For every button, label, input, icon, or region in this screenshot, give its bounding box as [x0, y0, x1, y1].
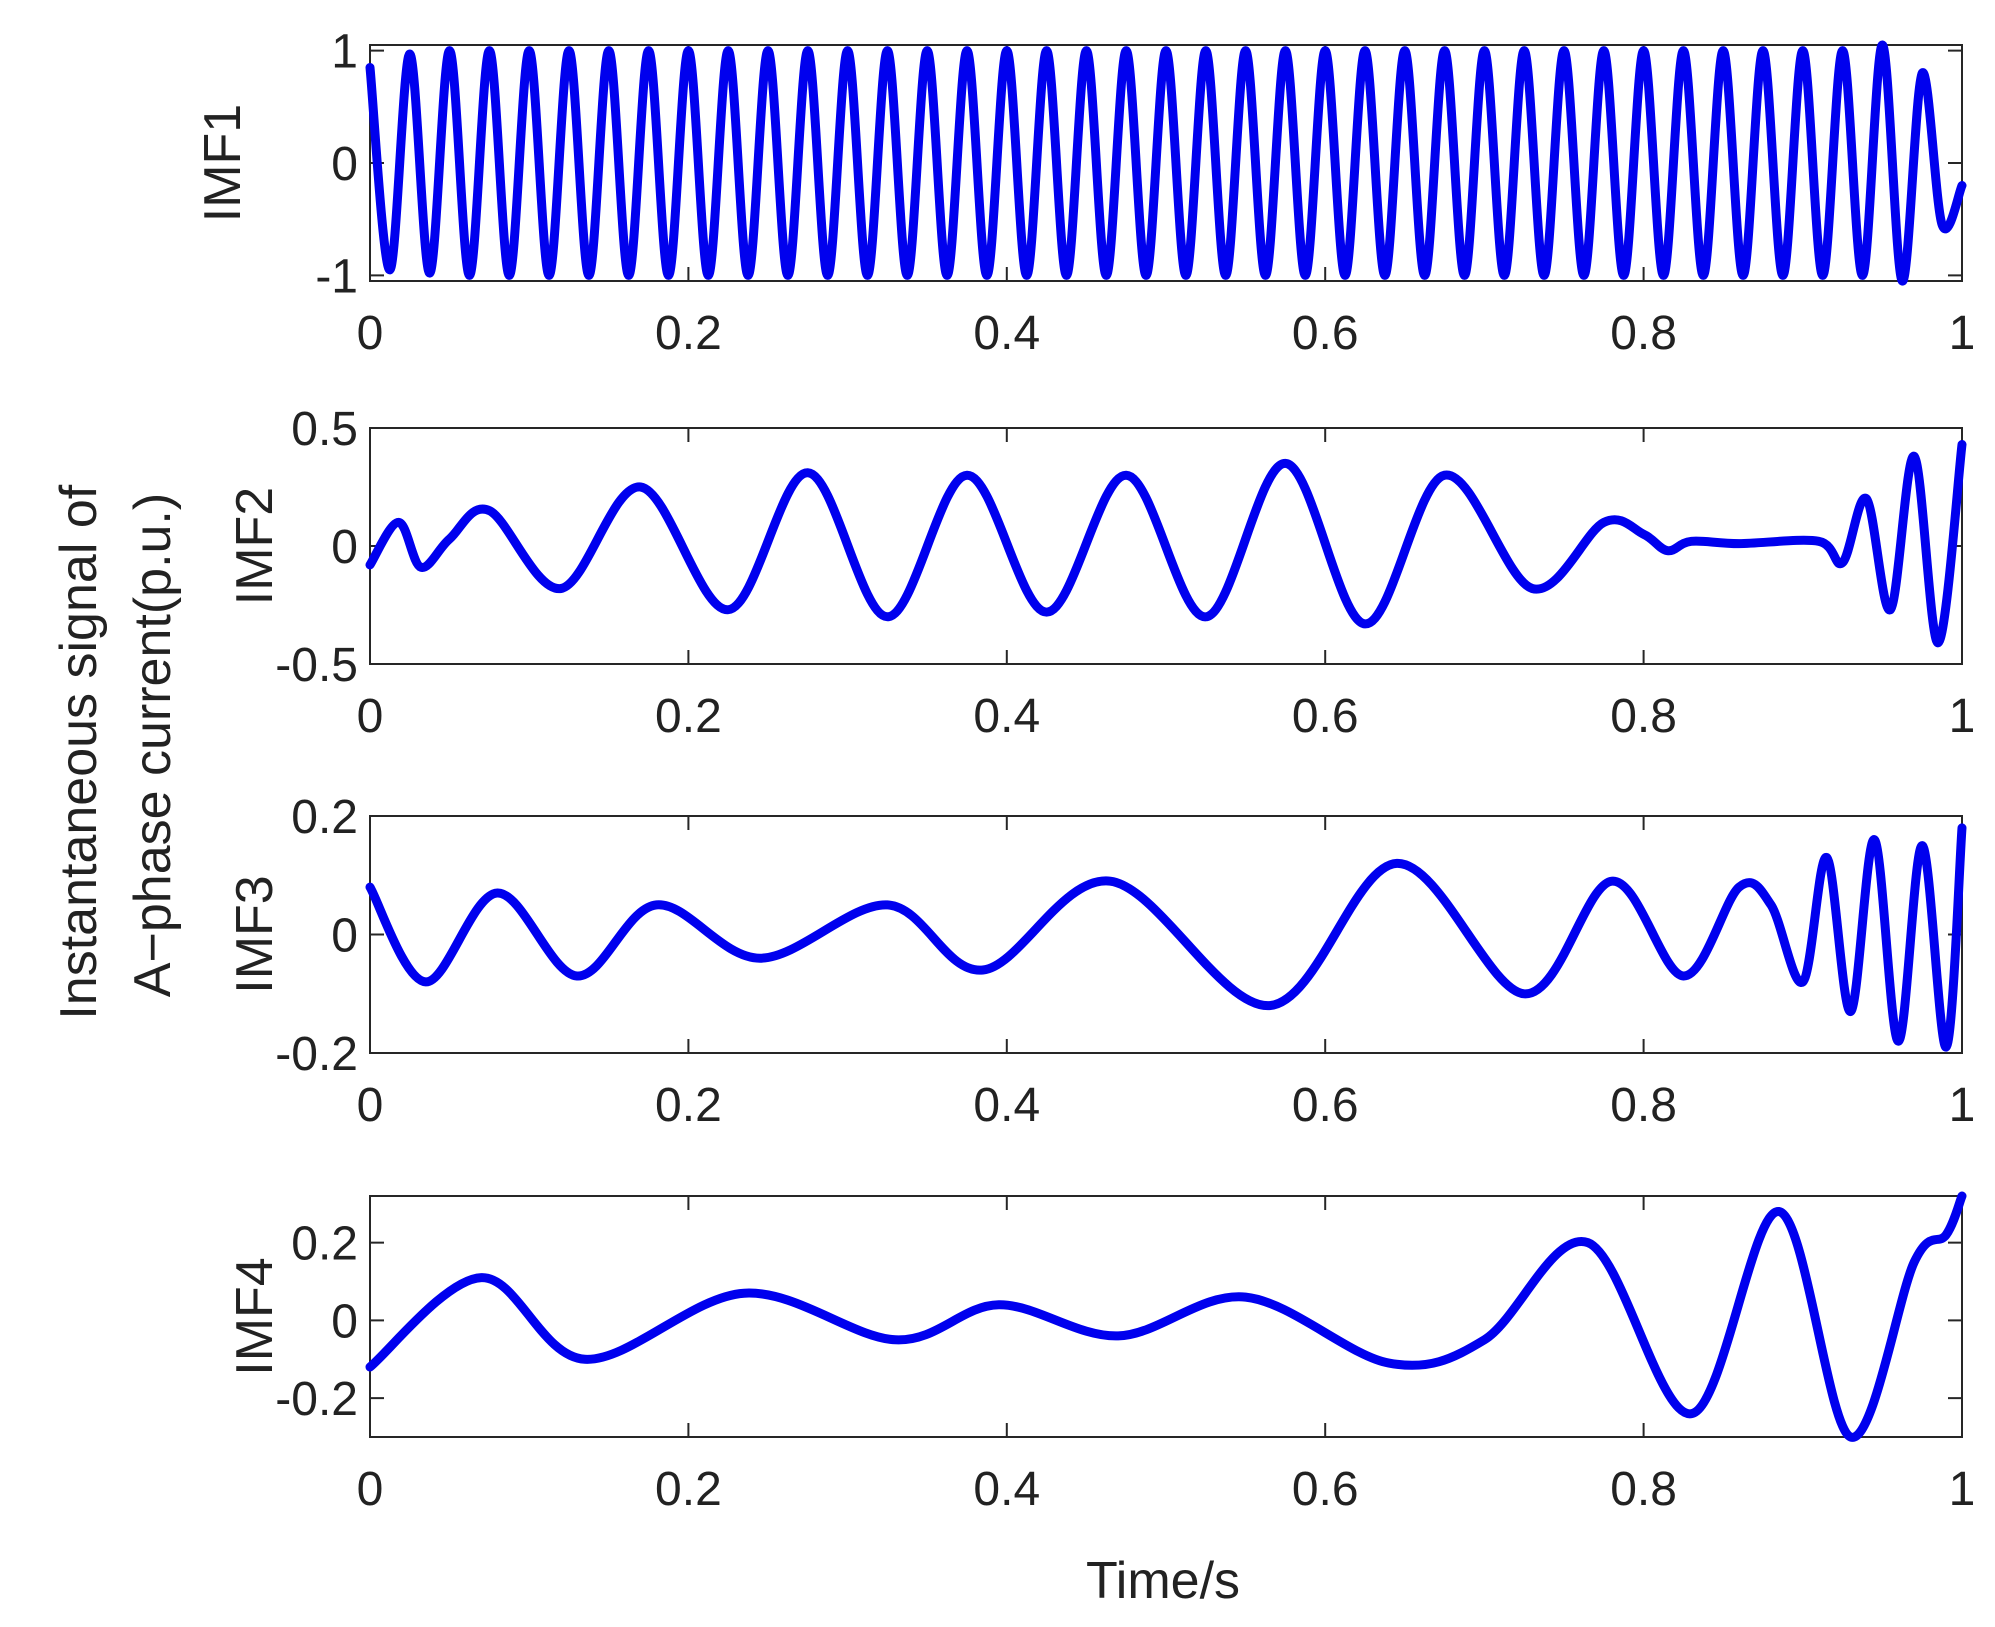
imf2-y-axis-label: IMF2 [226, 487, 284, 605]
imf4-axes-box [369, 1195, 1963, 1438]
imf4-xtick-label: 1 [1949, 1463, 1976, 1516]
imf2-series-line [365, 440, 1967, 648]
imf3-xtick-label: 1 [1949, 1079, 1976, 1132]
imf4-series-line [365, 1191, 1967, 1442]
imf2-xtick-label: 0 [357, 690, 384, 743]
shared-y-axis-label: Instantaneous signal of A−phase current(… [50, 470, 182, 1019]
imf1-ytick-label: 1 [331, 26, 358, 79]
imf3-xtick-label: 0.4 [973, 1079, 1040, 1132]
imf3-xtick-label: 0 [357, 1079, 384, 1132]
imf4-ytick-label: -0.2 [275, 1373, 358, 1426]
imf2-ytick-label: 0 [331, 521, 358, 574]
imf1-axes-box [369, 44, 1963, 282]
imf2-xtick-label: 0.6 [1292, 690, 1359, 743]
imf1-xtick-label: 0.2 [655, 307, 722, 360]
imf4-xtick-label: 0.4 [973, 1463, 1040, 1516]
imf3-series-line [365, 823, 1967, 1052]
imf2-ytick-label: -0.5 [275, 639, 358, 692]
imf1-xtick-label: 1 [1949, 307, 1976, 360]
imf2-xtick-label: 0.4 [973, 690, 1040, 743]
imf2-xtick-label: 0.2 [655, 690, 722, 743]
imf3-axes-box [369, 815, 1963, 1054]
imf3-ytick-label: 0.2 [291, 791, 358, 844]
imf4-xtick-label: 0.2 [655, 1463, 722, 1516]
imf1-ytick-label: -1 [315, 250, 358, 303]
shared-x-axis-label: Time/s [1086, 1552, 1240, 1610]
shared-y-axis-label-line-2: A−phase current(p.u.) [124, 493, 182, 997]
imf4-ytick-label: 0 [331, 1295, 358, 1348]
imf4-xtick-label: 0.8 [1610, 1463, 1677, 1516]
shared-y-axis-label-line-1: Instantaneous signal of [50, 484, 108, 1019]
imf2-ytick-label: 0.5 [291, 403, 358, 456]
imf1-series-line [365, 40, 1967, 286]
imf3-xtick-label: 0.2 [655, 1079, 722, 1132]
imf3-xtick-label: 0.6 [1292, 1079, 1359, 1132]
imf3-ytick-label: -0.2 [275, 1028, 358, 1081]
imf4-xtick-label: 0.6 [1292, 1463, 1359, 1516]
imf1-xtick-label: 0.4 [973, 307, 1040, 360]
imf3-y-axis-label: IMF3 [226, 875, 284, 993]
imf2-xtick-label: 1 [1949, 690, 1976, 743]
imf1-xtick-label: 0 [357, 307, 384, 360]
imf1-xtick-label: 0.8 [1610, 307, 1677, 360]
imf3-ytick-label: 0 [331, 910, 358, 963]
imf2-xtick-label: 0.8 [1610, 690, 1677, 743]
imf1-xtick-label: 0.6 [1292, 307, 1359, 360]
imf1-ytick-label: 0 [331, 138, 358, 191]
imf3-xtick-label: 0.8 [1610, 1079, 1677, 1132]
imf4-y-axis-label: IMF4 [226, 1257, 284, 1375]
imf4-xtick-label: 0 [357, 1463, 384, 1516]
imf4-ytick-label: 0.2 [291, 1218, 358, 1271]
imf1-y-axis-label: IMF1 [194, 104, 252, 222]
